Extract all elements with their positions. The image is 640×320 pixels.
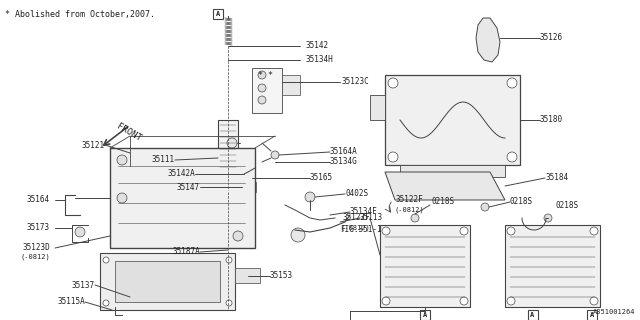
Bar (587, 310, 597, 320)
Circle shape (388, 152, 398, 162)
Text: 35113: 35113 (360, 213, 383, 222)
Circle shape (258, 96, 266, 104)
Text: A: A (590, 312, 594, 318)
Text: 35134G: 35134G (330, 157, 358, 166)
Text: A: A (423, 312, 427, 318)
Circle shape (590, 227, 598, 235)
Bar (420, 310, 430, 320)
Polygon shape (385, 172, 505, 200)
Text: 0218S: 0218S (510, 197, 533, 206)
Text: * Abolished from October,2007.: * Abolished from October,2007. (5, 10, 155, 19)
Circle shape (382, 297, 390, 305)
Text: FRONT: FRONT (115, 122, 143, 144)
Circle shape (507, 297, 515, 305)
Circle shape (226, 257, 232, 263)
Text: 0218S: 0218S (432, 197, 455, 206)
Circle shape (117, 155, 127, 165)
Text: 35153: 35153 (270, 271, 293, 281)
Text: 35111: 35111 (152, 156, 175, 164)
Circle shape (103, 257, 109, 263)
Bar (235, 268, 260, 283)
Circle shape (258, 71, 266, 79)
Text: 35173: 35173 (27, 223, 50, 233)
Bar (213, 9, 223, 19)
Circle shape (544, 214, 552, 222)
Circle shape (481, 203, 489, 211)
Text: 0218S: 0218S (555, 201, 578, 210)
Text: * *: * * (258, 70, 273, 79)
Bar (110, 148, 255, 248)
Bar (370, 95, 385, 120)
Text: (-0812): (-0812) (340, 225, 370, 231)
Text: 35187A: 35187A (172, 247, 200, 257)
Circle shape (411, 214, 419, 222)
Bar (282, 75, 300, 95)
Text: 35121: 35121 (82, 140, 105, 149)
Text: 35123C: 35123C (342, 77, 370, 86)
Circle shape (291, 228, 305, 242)
Text: 35122F: 35122F (342, 213, 370, 222)
Text: 35164A: 35164A (330, 148, 358, 156)
Polygon shape (476, 18, 500, 62)
Text: 35184: 35184 (545, 173, 568, 182)
Circle shape (75, 227, 85, 237)
Text: 35147: 35147 (177, 182, 200, 191)
Circle shape (507, 152, 517, 162)
Text: 35180: 35180 (540, 116, 563, 124)
Circle shape (507, 227, 515, 235)
Circle shape (227, 138, 237, 148)
Circle shape (507, 78, 517, 88)
Circle shape (382, 227, 390, 235)
Bar (252, 68, 282, 113)
Bar (385, 75, 520, 165)
Circle shape (271, 151, 279, 159)
Text: A: A (216, 11, 220, 17)
Text: 35123D: 35123D (22, 244, 50, 252)
Text: 35137: 35137 (72, 281, 95, 290)
Circle shape (233, 231, 243, 241)
Text: 35165: 35165 (310, 173, 333, 182)
Bar (527, 310, 538, 320)
Text: 35115A: 35115A (57, 298, 85, 307)
Circle shape (112, 304, 118, 310)
Bar (242, 182, 256, 192)
Circle shape (460, 297, 468, 305)
Text: (-0812): (-0812) (20, 254, 50, 260)
Text: (-0812): (-0812) (395, 207, 425, 213)
Circle shape (460, 227, 468, 235)
Text: A351001264: A351001264 (593, 309, 635, 315)
Circle shape (103, 300, 109, 306)
Text: 35142A: 35142A (167, 170, 195, 179)
Text: 35122F: 35122F (395, 196, 423, 204)
Text: 35164: 35164 (27, 196, 50, 204)
Bar (218, 120, 238, 175)
Text: 35126: 35126 (540, 34, 563, 43)
Bar (100, 253, 235, 310)
Text: 35134F: 35134F (350, 207, 378, 217)
Text: A: A (531, 312, 534, 318)
Circle shape (226, 300, 232, 306)
Circle shape (590, 297, 598, 305)
Bar (380, 225, 470, 307)
Circle shape (117, 193, 127, 203)
Bar (115, 261, 220, 302)
Text: 0402S: 0402S (345, 189, 368, 198)
Circle shape (258, 84, 266, 92)
Text: 35134H: 35134H (305, 55, 333, 65)
Circle shape (305, 192, 315, 202)
Text: 35142: 35142 (305, 42, 328, 51)
Bar (400, 165, 505, 177)
Bar (505, 225, 600, 307)
Text: FIG.351-1: FIG.351-1 (340, 226, 381, 235)
Circle shape (388, 78, 398, 88)
